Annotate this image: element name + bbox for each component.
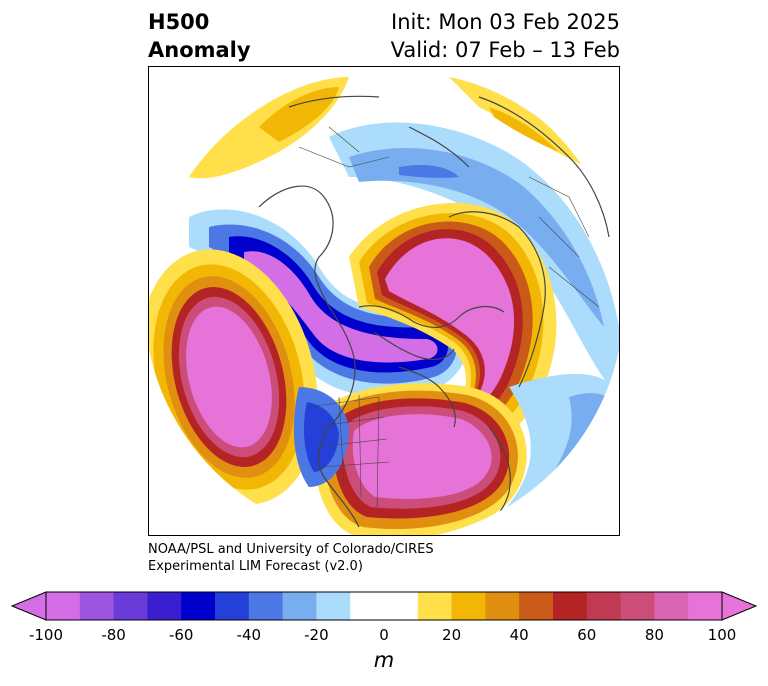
colorbar-tick-label: 0 (379, 626, 389, 644)
colorbar-band (688, 592, 723, 620)
colorbar-band (113, 592, 148, 620)
anomaly-map (148, 66, 620, 536)
colorbar-band (181, 592, 216, 620)
colorbar-ticks: -100 -80 -60 -40 -20 0 20 40 60 80 100 (0, 626, 768, 646)
colorbar (10, 591, 758, 621)
eurasia-trough-contours (329, 122, 619, 398)
western-us-trough-contours (293, 387, 349, 487)
colorbar-band (620, 592, 655, 620)
credit-line-2: Experimental LIM Forecast (v2.0) (148, 559, 363, 574)
colorbar-band (147, 592, 182, 620)
colorbar-band (553, 592, 588, 620)
colorbar-tick-label: 100 (707, 626, 737, 644)
init-date: Init: Mon 03 Feb 2025 (391, 10, 620, 34)
coastlines (258, 95, 610, 535)
anomaly-title: Anomaly (148, 38, 251, 62)
credit-line-1: NOAA/PSL and University of Colorado/CIRE… (148, 542, 434, 557)
title-left: H500 Anomaly (148, 8, 251, 64)
title-right: Init: Mon 03 Feb 2025 Valid: 07 Feb – 13… (391, 8, 620, 64)
credit-text: NOAA/PSL and University of Colorado/CIRE… (148, 541, 434, 575)
map-svg (149, 77, 619, 535)
colorbar-tick-label: -40 (236, 626, 262, 644)
colorbar-tick-label: 80 (644, 626, 664, 644)
north-ridge-contours (189, 77, 589, 179)
colorbar-unit: m (373, 648, 395, 672)
colorbar-tick-label: -60 (168, 626, 194, 644)
colorbar-band (248, 592, 284, 620)
colorbar-band (46, 592, 81, 620)
colorbar-band (417, 592, 453, 620)
colorbar-band (316, 592, 351, 620)
colorbar-band (586, 592, 622, 620)
north-pacific-trough-contours (189, 209, 468, 397)
colorbar-band (282, 592, 317, 620)
colorbar-band (215, 592, 250, 620)
eastern-na-ridge-contours (312, 383, 527, 535)
colorbar-tick-label: 20 (442, 626, 462, 644)
colorbar-band (485, 592, 520, 620)
variable-title: H500 (148, 10, 210, 34)
colorbar-tick-label: 60 (577, 626, 597, 644)
colorbar-extend-min (10, 591, 47, 621)
borders (298, 126, 600, 508)
colorbar-tick-label: -80 (101, 626, 126, 644)
colorbar-band (350, 592, 385, 620)
colorbar-tick-label: -20 (304, 626, 329, 644)
colorbar-band (654, 592, 689, 620)
greenland-ridge-contours (349, 203, 557, 459)
valid-range: Valid: 07 Feb – 13 Feb (390, 38, 620, 62)
colorbar-band (451, 592, 486, 620)
colorbar-extend-max (721, 591, 758, 621)
colorbar-band (384, 592, 419, 620)
colorbar-band (79, 592, 115, 620)
colorbar-border (45, 591, 723, 621)
colorbar-tick-label: 40 (509, 626, 529, 644)
colorbar-tick-label: -100 (28, 626, 64, 644)
colorbar-band (519, 592, 554, 620)
ne-pacific-ridge-contours (149, 249, 318, 505)
